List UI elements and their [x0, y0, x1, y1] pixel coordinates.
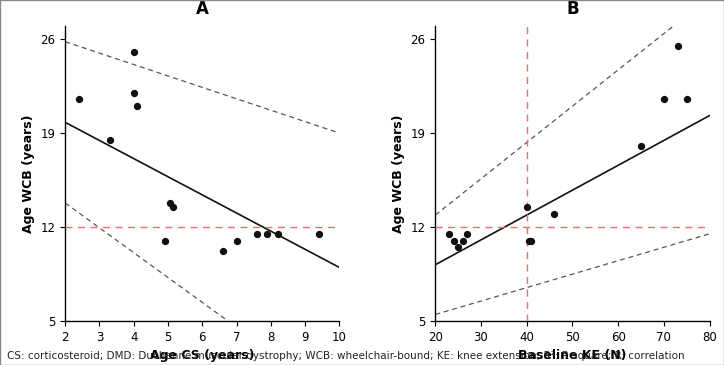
Point — [457, 238, 468, 243]
Point — [104, 137, 116, 143]
Y-axis label: Age WCB (years): Age WCB (years) — [22, 114, 35, 233]
Title: A: A — [195, 0, 209, 19]
Point — [523, 238, 535, 243]
Point — [73, 96, 85, 102]
Point — [681, 96, 692, 102]
X-axis label: Baseline KE (N): Baseline KE (N) — [518, 349, 627, 362]
Y-axis label: Age WCB (years): Age WCB (years) — [392, 114, 405, 233]
Point — [217, 249, 229, 254]
Point — [251, 231, 263, 237]
Point — [261, 231, 273, 237]
Point — [443, 231, 455, 237]
Point — [658, 96, 670, 102]
Point — [548, 211, 560, 216]
Point — [448, 238, 460, 243]
Point — [128, 90, 140, 96]
Point — [159, 238, 170, 243]
Point — [521, 204, 533, 210]
Point — [313, 231, 324, 237]
Point — [128, 50, 140, 55]
Point — [526, 238, 537, 243]
Point — [672, 43, 683, 49]
Point — [635, 143, 647, 149]
Text: CS: corticosteroid; DMD: Duchenne muscular dystrophy; WCB: wheelchair-bound; KE:: CS: corticosteroid; DMD: Duchenne muscul… — [7, 351, 685, 361]
Title: B: B — [566, 0, 578, 19]
Point — [131, 103, 143, 109]
Point — [167, 204, 179, 210]
Point — [461, 231, 473, 237]
Point — [164, 200, 175, 206]
X-axis label: Age CS (years): Age CS (years) — [150, 349, 255, 362]
Point — [272, 231, 284, 237]
Point — [231, 238, 243, 243]
Point — [452, 245, 464, 250]
